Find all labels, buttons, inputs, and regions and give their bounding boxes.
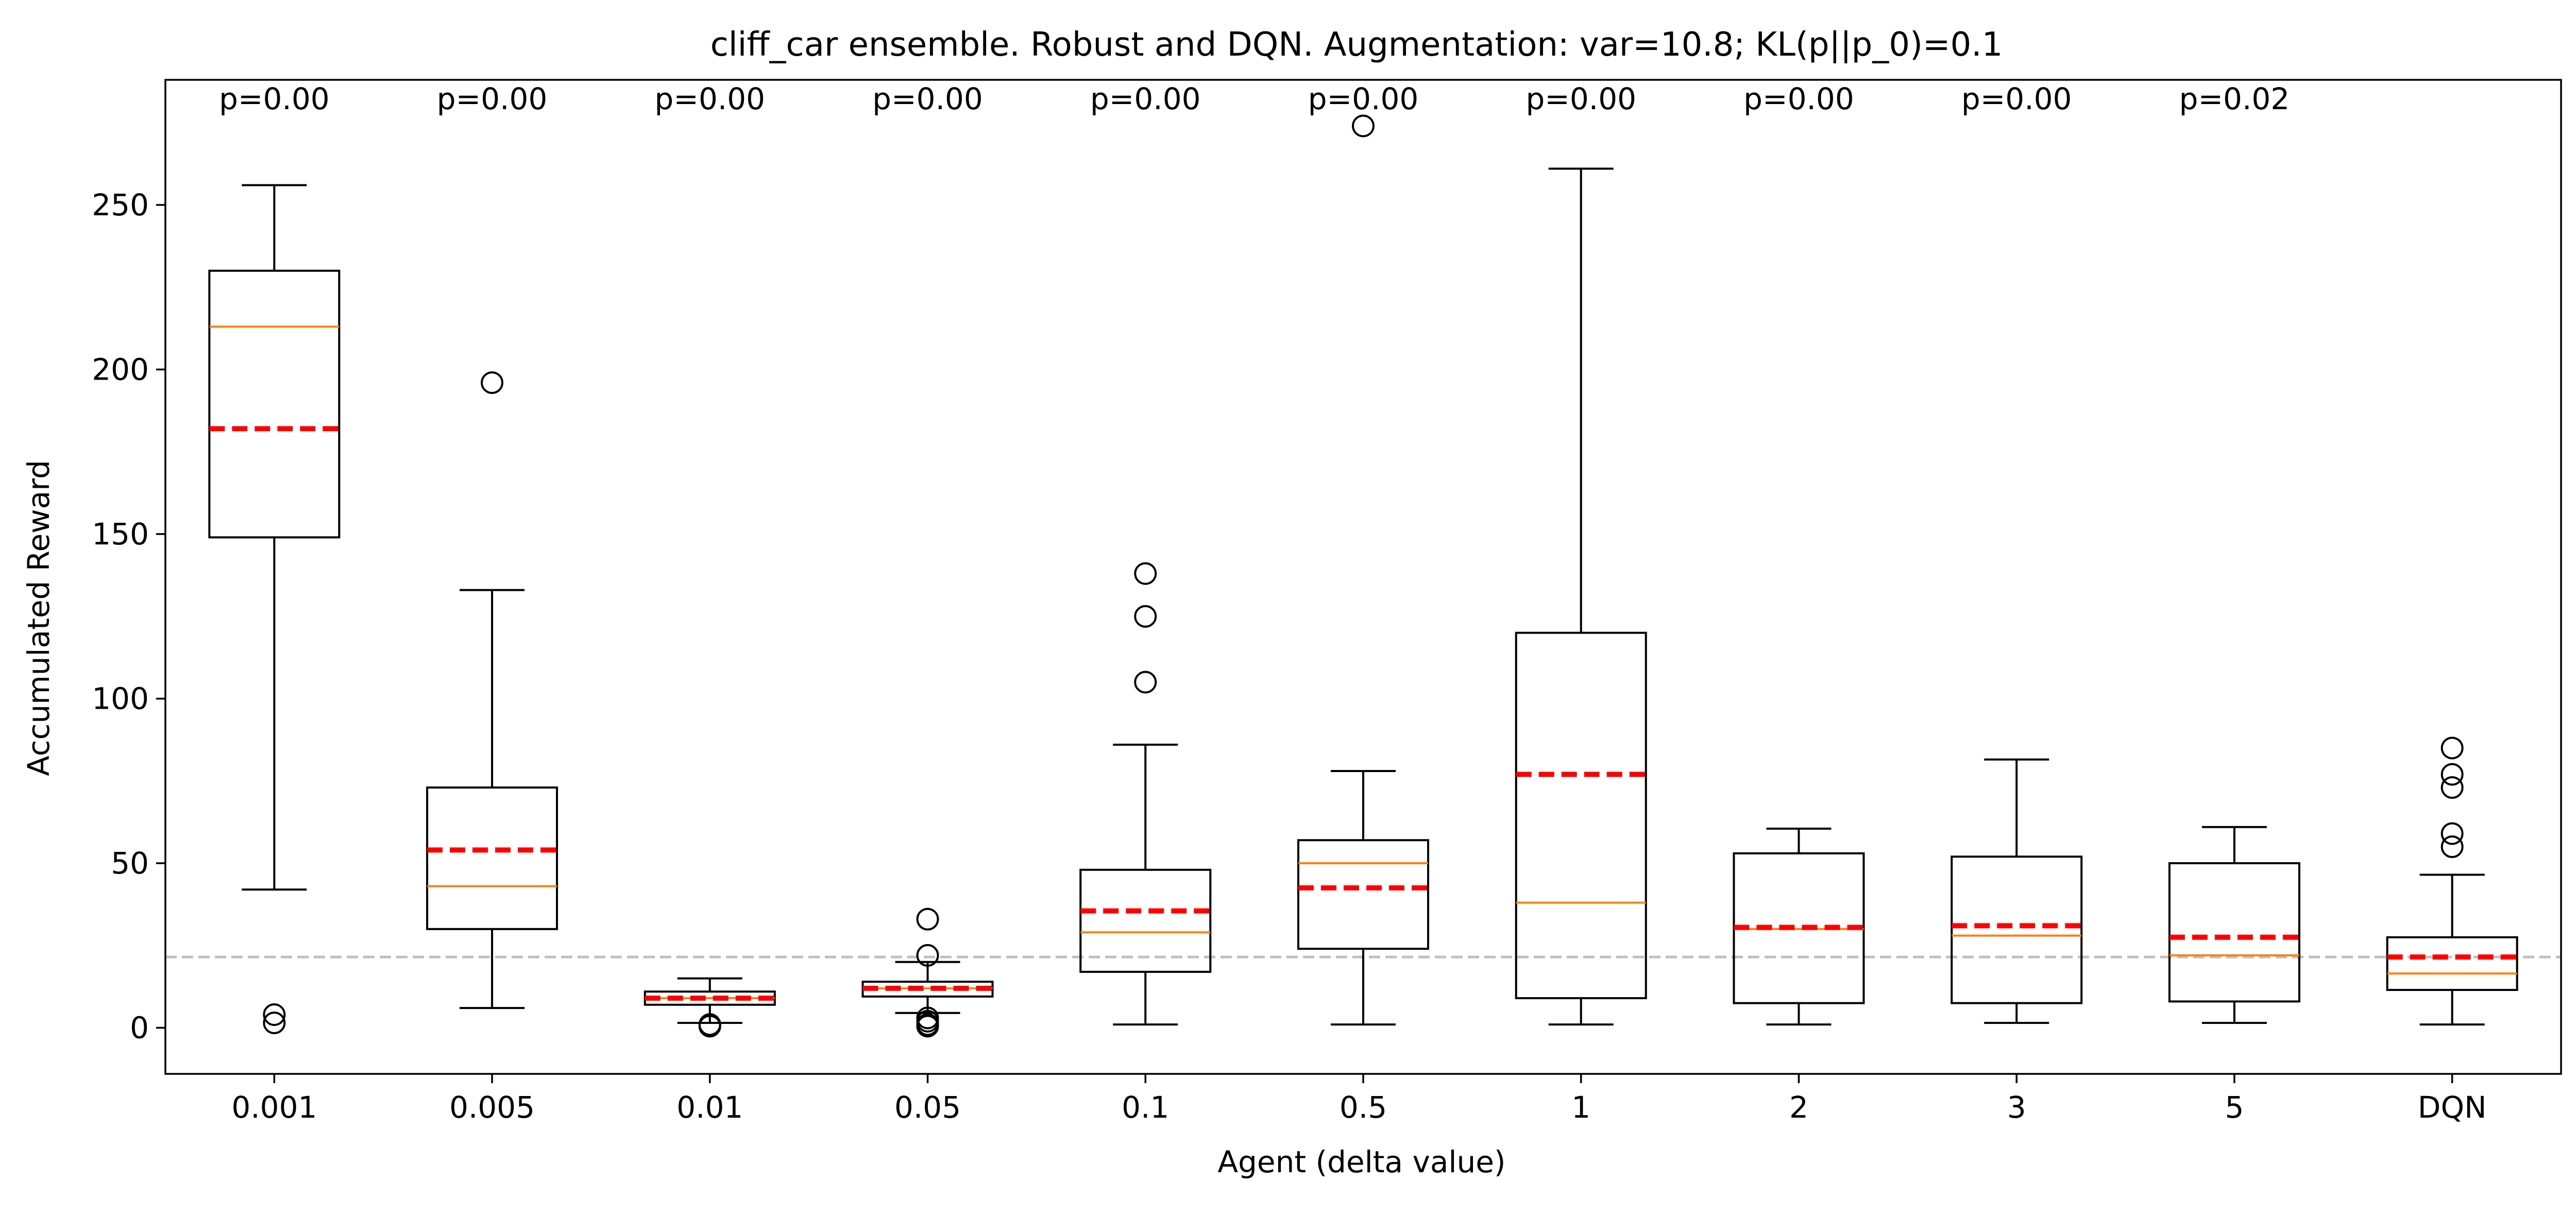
p-value-label: p=0.00	[655, 81, 766, 116]
box-group-0.005	[426, 371, 558, 1009]
outlier-point	[481, 371, 504, 394]
x-axis-label: Agent (delta value)	[1217, 1144, 1505, 1179]
x-tick-label: 5	[2225, 1090, 2244, 1125]
x-tick-label: 0.5	[1340, 1090, 1387, 1125]
p-value-label: p=0.00	[1961, 81, 2072, 116]
box-group-3	[1951, 758, 2083, 1024]
outlier-point	[698, 1013, 721, 1036]
outlier-point	[2441, 737, 2464, 760]
p-value-label: p=0.02	[2179, 81, 2290, 116]
p-value-label: p=0.00	[1743, 81, 1854, 116]
x-tick-label: 0.05	[894, 1090, 961, 1125]
box-group-0.5	[1297, 114, 1429, 1026]
box-iqr	[426, 786, 558, 930]
box-iqr	[2168, 862, 2300, 1003]
p-value-label: p=0.00	[1308, 81, 1419, 116]
y-axis-label: Accumulated Reward	[21, 460, 56, 776]
box-iqr	[1079, 868, 1212, 973]
x-tick-label: DQN	[2418, 1090, 2487, 1125]
box-group-0.1	[1079, 562, 1212, 1026]
outlier-point	[263, 1011, 286, 1034]
x-tick-label: 1	[1571, 1090, 1590, 1125]
outlier-point	[916, 908, 939, 931]
chart-title: cliff_car ensemble. Robust and DQN. Augm…	[710, 26, 2003, 64]
plot-layer	[165, 114, 2561, 1038]
box-iqr	[2386, 936, 2518, 991]
outlier-point	[2441, 822, 2464, 845]
box-iqr	[208, 269, 341, 539]
x-tick-label: 0.001	[231, 1090, 317, 1125]
y-tick-label: 200	[92, 352, 149, 387]
box-group-DQN	[2386, 737, 2518, 1026]
box-group-5	[2168, 826, 2300, 1024]
outlier-point	[2441, 763, 2464, 786]
outlier-point	[263, 1003, 286, 1026]
outlier-point	[916, 944, 939, 967]
p-value-label: p=0.00	[872, 81, 983, 116]
y-tick-label: 0	[130, 1011, 149, 1046]
outlier-point	[916, 1006, 939, 1030]
axes-layer: 0.001 p=0.00 0.005 p=0.00 0.01 p=0.00 0.05 p=0.…	[92, 81, 2486, 1125]
box-group-0.001	[208, 184, 341, 1034]
box-group-0.01	[643, 977, 776, 1038]
p-value-label: p=0.00	[1090, 81, 1201, 116]
outlier-point	[2441, 776, 2464, 799]
x-tick-label: 3	[2007, 1090, 2026, 1125]
y-tick-label: 150	[92, 517, 149, 552]
outlier-point	[1134, 671, 1157, 694]
y-tick-label: 250	[92, 187, 149, 223]
box-group-2	[1733, 827, 1865, 1026]
x-tick-label: 0.1	[1122, 1090, 1169, 1125]
box-group-0.05	[861, 908, 994, 1038]
p-value-label: p=0.00	[437, 81, 548, 116]
box-group-1	[1515, 167, 1647, 1026]
box-iqr	[1515, 631, 1647, 1000]
p-value-label: p=0.00	[1526, 81, 1636, 116]
y-tick-label: 100	[92, 681, 149, 716]
outlier-point	[1352, 114, 1375, 138]
x-tick-label: 0.005	[449, 1090, 535, 1125]
box-iqr	[1951, 855, 2083, 1004]
x-tick-label: 0.01	[676, 1090, 743, 1125]
outlier-point	[2441, 835, 2464, 859]
outlier-point	[1134, 605, 1157, 628]
p-value-label: p=0.00	[219, 81, 330, 116]
x-tick-label: 2	[1789, 1090, 1808, 1125]
outlier-point	[1134, 562, 1157, 585]
box-iqr	[1297, 839, 1429, 950]
y-tick-label: 50	[111, 846, 149, 881]
